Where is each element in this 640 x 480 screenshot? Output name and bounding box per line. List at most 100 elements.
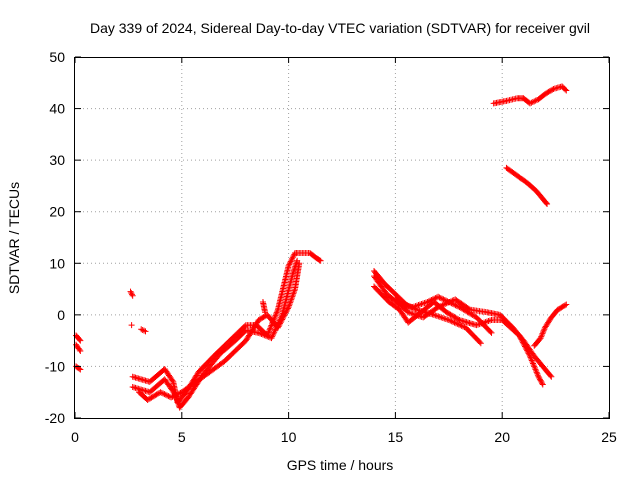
data-point [438,314,445,321]
data-point [406,309,413,316]
data-point [128,290,135,297]
data-point [129,292,136,299]
data-point [241,323,248,330]
x-tick-label: 5 [178,429,186,445]
data-point [528,99,535,106]
data-segment [503,164,551,207]
data-point [457,322,464,329]
data-segment [138,326,149,335]
data-point [262,332,269,339]
data-point [531,363,538,370]
data-point [259,331,266,338]
data-point [487,328,494,335]
data-point [534,370,541,377]
y-axis-label: SDTVAR / TECUs [6,182,22,294]
data-point [408,310,415,317]
data-point [548,373,555,380]
data-point [410,303,417,310]
data-point [562,302,569,309]
data-point [157,389,164,396]
data-point [170,393,177,400]
data-point [530,361,537,368]
data-point [537,335,544,342]
y-tick-label: 50 [49,49,65,65]
data-point [528,357,535,364]
data-point [422,299,429,306]
x-tick-label: 25 [601,429,617,445]
data-point [271,329,278,336]
data-point [128,322,135,329]
data-point [415,312,422,319]
data-point [283,308,290,315]
data-point [317,257,324,264]
data-point [488,329,495,336]
data-point [532,366,539,373]
data-point [452,320,459,327]
data-point [445,299,452,306]
data-point [289,254,296,261]
data-point [277,319,284,326]
data-point [460,323,467,330]
data-point [531,98,538,105]
data-point [541,326,548,333]
data-point [421,299,428,306]
data-point [455,316,462,323]
data-point [127,288,134,295]
data-point [285,262,292,269]
y-tick-label: 30 [49,152,65,168]
data-point [445,317,452,324]
data-point [479,320,486,327]
data-point [169,393,176,400]
data-point [437,302,444,309]
data-point [536,375,543,382]
data-point [482,319,489,326]
data-point [446,298,453,305]
data-point [77,366,84,373]
data-point [139,326,146,333]
data-point [284,306,291,313]
x-axis-label: GPS time / hours [287,457,394,473]
data-point [448,318,455,325]
data-point [162,391,169,398]
data-point [174,391,181,398]
data-point [562,86,569,93]
data-point [455,321,462,328]
data-point [537,377,544,384]
data-point [282,309,289,316]
data-point [415,302,422,309]
data-point [540,329,547,336]
data-point [436,303,443,310]
data-segment [392,296,555,380]
data-point [432,312,439,319]
data-point [269,333,276,340]
data-point [531,364,538,371]
data-point [536,376,543,383]
data-segment [127,288,136,299]
data-point [528,356,535,363]
x-tick-label: 15 [388,429,404,445]
data-point [273,309,280,316]
data-point [441,315,448,322]
x-tick-label: 0 [71,429,79,445]
data-segment [490,83,570,107]
data-point [534,372,541,379]
data-point [141,327,148,334]
data-point [440,301,447,308]
data-point [280,313,287,320]
data-point [76,346,83,353]
data-point [261,332,268,339]
data-point [473,322,480,329]
grid-lines [75,57,609,418]
data-point [476,339,483,346]
data-point [273,310,280,317]
x-tick-label: 20 [494,429,510,445]
data-point [277,320,284,327]
data-point [289,255,296,262]
data-point [481,319,488,326]
data-point [296,260,303,267]
data-point [529,359,536,366]
data-point [266,328,273,335]
data-point [549,86,556,93]
data-point [416,301,423,308]
